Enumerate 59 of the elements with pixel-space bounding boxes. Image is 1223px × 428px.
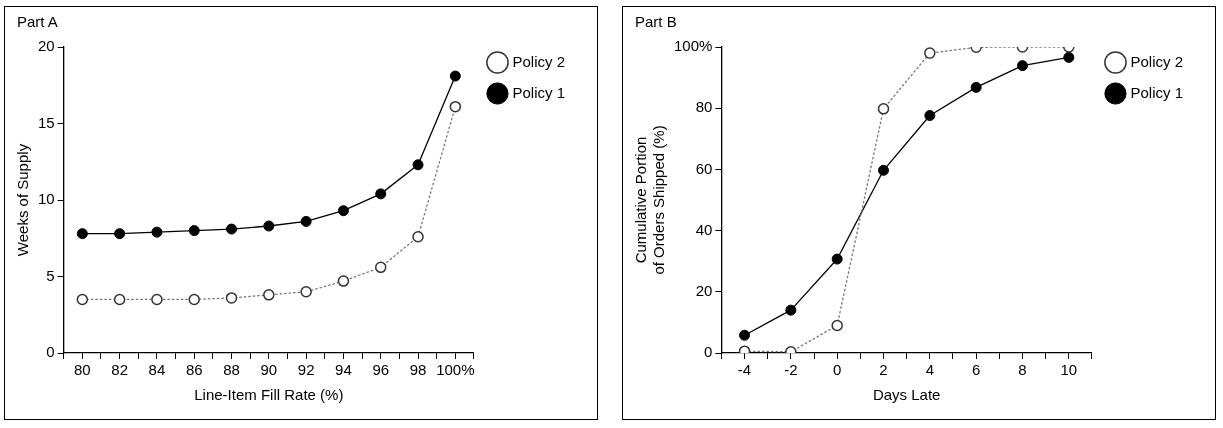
x-tick-label: 84 [148,361,166,379]
point [114,228,126,240]
y-tick-label: 0 [46,343,55,361]
point [263,220,275,232]
x-tick-label: 6 [971,361,981,379]
y-tick-label: 15 [38,113,55,131]
x-tick-label: 88 [223,361,240,379]
point [1016,60,1028,72]
point [970,81,982,93]
point [76,228,88,240]
y-tick-label: 0 [704,343,713,361]
x-tick-label: -2 [784,361,798,379]
x-tick-label: 100% [436,361,475,379]
point [1063,51,1075,63]
y-tick-label: 80 [695,98,713,116]
x-tick-label: 82 [111,361,128,379]
point [785,304,797,316]
x-tick-label: 96 [372,361,390,379]
y-axis-title: Weeks of Supply [14,143,32,257]
x-tick-label: 98 [409,361,427,379]
x-tick-label: 92 [297,361,315,379]
x-tick-label: 4 [925,361,935,379]
y-tick-label: 100% [673,37,713,55]
point [151,226,163,238]
legend-label: Policy 2 [1130,52,1184,70]
point [226,223,238,235]
x-tick-label: 86 [185,361,203,379]
chart-title: Part B [635,13,677,30]
y-tick-label: 20 [38,37,55,55]
point [412,159,424,171]
x-tick-label: 2 [879,361,888,379]
x-axis-title: Line-Item Fill Rate (%) [194,386,344,404]
legend-label: Policy 1 [1130,83,1184,101]
y-tick-label: 5 [46,266,55,284]
x-tick-label: 80 [73,361,91,379]
x-tick-label: -4 [737,361,752,379]
point [300,215,312,227]
legend-label: Policy 1 [512,83,566,101]
y-axis-title: Cumulative Portion of Orders Shipped (%) [632,125,668,275]
x-axis-title: Days Late [872,386,941,404]
point [188,225,200,237]
y-tick-label: 20 [695,281,713,299]
x-tick-label: 90 [260,361,278,379]
y-tick-label: 40 [695,220,713,238]
point [831,253,843,265]
point [924,110,936,122]
point [878,164,890,176]
x-tick-label: 8 [1018,361,1027,379]
x-tick-label: 0 [833,361,842,379]
point [739,329,751,341]
x-tick-label: 94 [335,361,352,379]
y-tick-label: 60 [695,159,713,177]
chart-title: Part A [17,13,58,30]
legend-label: Policy 2 [512,52,566,70]
point [337,205,349,217]
x-tick-label: 10 [1060,361,1078,379]
point [449,70,461,82]
y-tick-label: 10 [38,190,55,208]
point [375,188,387,200]
